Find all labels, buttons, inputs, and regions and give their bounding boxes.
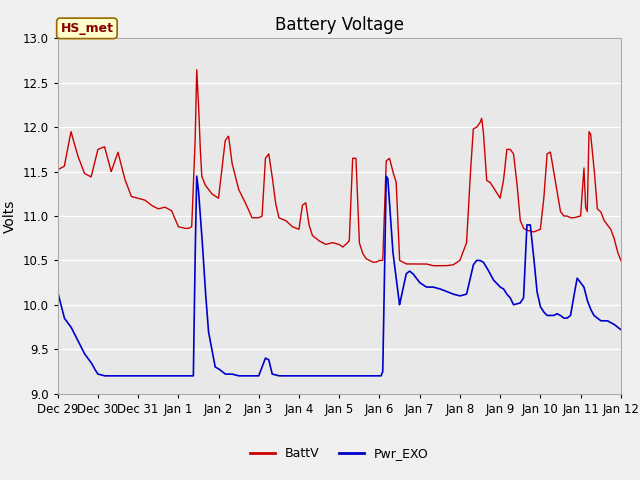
Line: Pwr_EXO: Pwr_EXO (58, 176, 621, 376)
Legend: BattV, Pwr_EXO: BattV, Pwr_EXO (245, 443, 433, 466)
BattV (156, 205, 164, 211)
Pwr_EXO (517, 299, 525, 305)
Pwr_EXO (100, 373, 108, 379)
BattV (269, 179, 276, 185)
Pwr_EXO (156, 373, 164, 379)
BattV (517, 219, 525, 225)
Line: BattV: BattV (58, 70, 621, 266)
Text: HS_met: HS_met (60, 22, 113, 35)
Pwr_EXO (269, 372, 277, 377)
Pwr_EXO (392, 271, 399, 276)
BattV (392, 177, 399, 183)
Pwr_EXO (617, 327, 625, 333)
Pwr_EXO (420, 283, 428, 288)
Pwr_EXO (193, 173, 200, 179)
Pwr_EXO (474, 257, 482, 263)
BattV (54, 167, 61, 173)
BattV (617, 257, 625, 263)
Pwr_EXO (54, 288, 61, 294)
BattV (474, 122, 482, 128)
BattV (429, 263, 437, 269)
Title: Battery Voltage: Battery Voltage (275, 16, 404, 34)
BattV (193, 67, 200, 72)
BattV (420, 261, 428, 267)
Y-axis label: Volts: Volts (3, 199, 17, 233)
